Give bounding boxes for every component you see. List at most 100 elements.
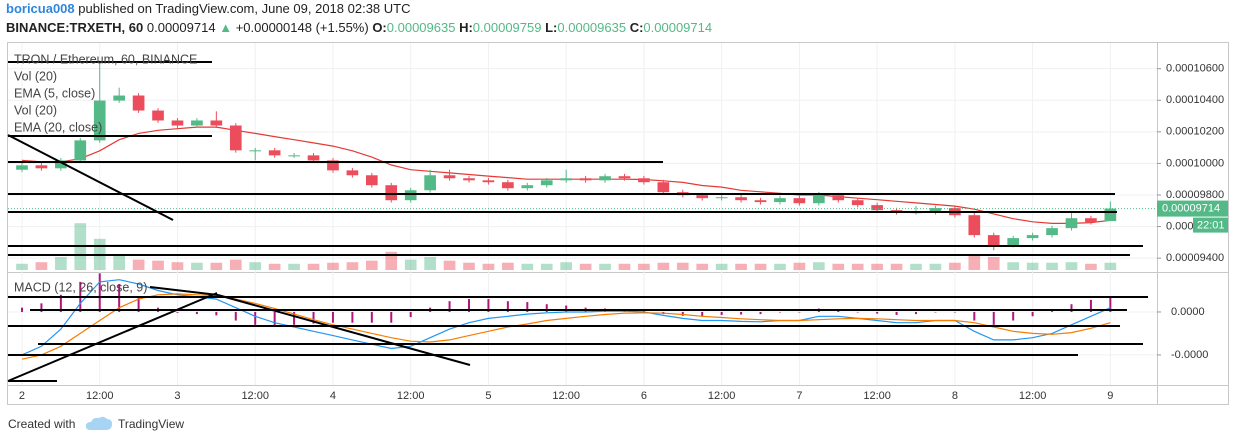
candle-body bbox=[618, 176, 631, 179]
macd-histogram-bar bbox=[390, 311, 393, 323]
drawn-line[interactable] bbox=[7, 292, 218, 382]
x-tick-label: 5 bbox=[485, 390, 491, 402]
candle-body bbox=[1085, 218, 1097, 223]
candle-body bbox=[579, 178, 592, 181]
macd-histogram-bar bbox=[176, 311, 179, 313]
candle-body bbox=[540, 180, 553, 186]
footer-brand[interactable]: TradingView bbox=[118, 417, 184, 431]
volume-bar bbox=[35, 262, 48, 270]
volume-bar bbox=[113, 254, 125, 270]
volume-bar bbox=[307, 263, 320, 270]
macd-histogram-bar bbox=[195, 311, 198, 315]
macd-histogram-bar bbox=[1089, 299, 1092, 312]
volume-bar bbox=[735, 263, 747, 270]
l-value: 0.00009635 bbox=[557, 20, 626, 35]
volume-bar bbox=[560, 262, 573, 270]
macd-histogram-bar bbox=[370, 311, 373, 323]
candle-body bbox=[327, 160, 339, 171]
c-label: C: bbox=[630, 20, 644, 35]
candle-body bbox=[268, 150, 281, 156]
volume-bar bbox=[638, 263, 650, 270]
x-tick-label: 2 bbox=[19, 390, 25, 402]
macd-histogram-bar bbox=[895, 311, 898, 315]
author[interactable]: boricua008 bbox=[6, 1, 75, 16]
macd-histogram-bar bbox=[545, 304, 548, 312]
macd-histogram-bar bbox=[448, 301, 451, 312]
drawn-line[interactable] bbox=[149, 286, 219, 296]
volume-bar bbox=[171, 262, 184, 270]
macd-histogram-bar bbox=[293, 311, 296, 325]
up-arrow: ▲ bbox=[219, 20, 232, 35]
macd-histogram-bar bbox=[565, 305, 568, 312]
volume-bar bbox=[579, 263, 592, 270]
drawn-line[interactable] bbox=[7, 134, 174, 221]
candle-body bbox=[74, 140, 87, 161]
x-tick-label: 12:00 bbox=[1019, 390, 1047, 402]
macd-histogram-bar bbox=[1070, 304, 1073, 312]
x-tick-label: 7 bbox=[796, 390, 802, 402]
x-tick-label: 3 bbox=[174, 390, 180, 402]
legend: TRON / Ethereum, 60, BINANCE Vol (20) EM… bbox=[14, 52, 197, 294]
candle-body bbox=[210, 120, 223, 126]
macd-histogram-bar bbox=[934, 311, 937, 313]
volume-bar bbox=[540, 263, 553, 270]
legend-item: EMA (20, close) bbox=[14, 120, 102, 134]
x-tick-label: 12:00 bbox=[552, 390, 580, 402]
candle-body bbox=[424, 175, 436, 191]
volume-bar bbox=[502, 262, 514, 270]
candle-body bbox=[560, 178, 573, 181]
volume-bar bbox=[618, 263, 631, 270]
candle-body bbox=[968, 215, 981, 236]
macd-histogram-bar bbox=[487, 299, 490, 312]
volume-bar bbox=[754, 263, 767, 270]
candle-body bbox=[346, 170, 359, 176]
volume-bar bbox=[424, 257, 436, 270]
candle-body bbox=[715, 197, 728, 199]
volume-bar bbox=[521, 263, 534, 270]
volume-bar bbox=[929, 263, 942, 270]
macd-histogram-bar bbox=[1109, 296, 1112, 312]
candle-body bbox=[929, 208, 942, 213]
o-label: O: bbox=[372, 20, 386, 35]
candle-body bbox=[987, 235, 1000, 246]
macd-histogram-bar bbox=[506, 301, 509, 312]
macd-histogram-bar bbox=[681, 311, 684, 316]
published: published on TradingView.com, June 09, 2… bbox=[78, 1, 410, 16]
volume-bar bbox=[327, 262, 339, 270]
macd-tick-label: -0.0000 bbox=[1171, 349, 1208, 361]
signal-line bbox=[21, 293, 1111, 360]
candle-body bbox=[55, 160, 67, 169]
macd-histogram-bar bbox=[331, 311, 334, 323]
volume-bar bbox=[599, 263, 611, 270]
candle-body bbox=[307, 155, 320, 161]
last-price-box bbox=[1157, 200, 1228, 217]
last-price-label: 0.00009714 bbox=[1162, 202, 1220, 214]
candle-body bbox=[404, 190, 417, 201]
candle-body bbox=[638, 178, 650, 183]
candle-body bbox=[113, 95, 125, 101]
o-value: 0.00009635 bbox=[387, 20, 456, 35]
volume-bar bbox=[1065, 262, 1078, 270]
macd-histogram-bar bbox=[137, 296, 140, 312]
candle-body bbox=[1046, 228, 1058, 236]
brand-logo[interactable] bbox=[86, 416, 112, 430]
candle-body bbox=[502, 182, 514, 189]
price: 0.00009714 bbox=[147, 20, 216, 35]
drawn-line[interactable] bbox=[217, 294, 471, 366]
candle-body bbox=[657, 182, 670, 193]
y-tick-label: 0.00010000 bbox=[1166, 157, 1224, 169]
legend-title: TRON / Ethereum, 60, BINANCE bbox=[14, 52, 197, 66]
chart-frame bbox=[7, 42, 1229, 405]
macd-histogram-bar bbox=[526, 302, 529, 312]
candle-body bbox=[1104, 208, 1117, 222]
volume-bar bbox=[1085, 263, 1097, 270]
volume-bar bbox=[385, 251, 398, 270]
macd-histogram-bar bbox=[1051, 311, 1054, 312]
macd-histogram-bar bbox=[273, 311, 276, 327]
candle-body bbox=[463, 178, 475, 181]
candle-body bbox=[191, 120, 203, 126]
volume-bar bbox=[832, 263, 845, 270]
y-tick-label: 0.00010600 bbox=[1166, 63, 1224, 75]
x-tick-label: 9 bbox=[1107, 390, 1113, 402]
